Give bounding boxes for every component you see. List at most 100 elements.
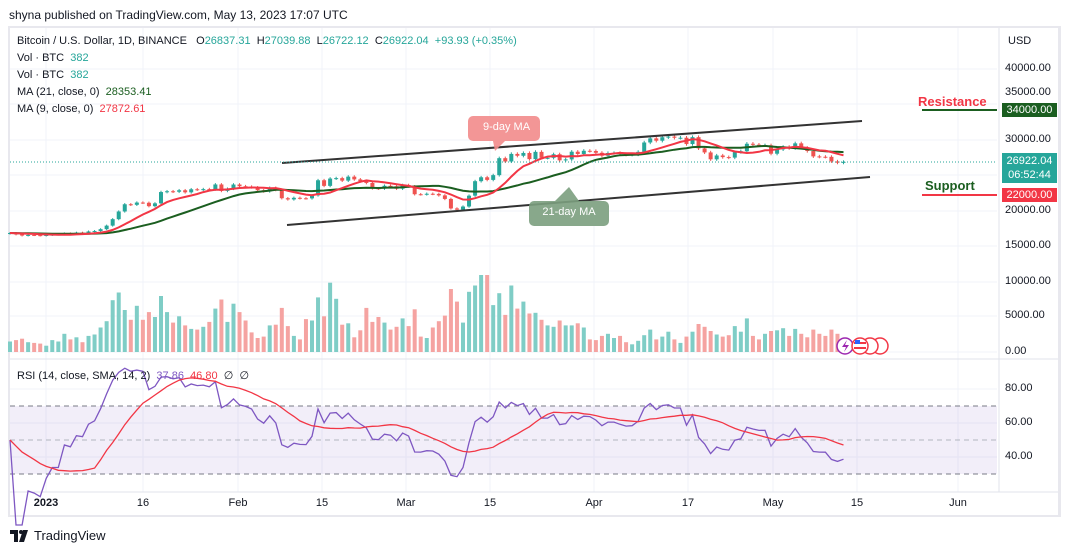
volume-bar [8,341,12,352]
candle [152,203,157,207]
candle [38,235,43,237]
candle [473,181,478,196]
volume-bar [720,336,725,352]
volume-bar [467,291,472,352]
candle [26,234,31,236]
volume-bar [545,325,550,352]
candle [714,155,719,160]
volume-legend-2[interactable]: Vol · BTC 382 [17,69,89,81]
rsi-legend[interactable]: RSI (14, close, SMA, 14, 2) 37.86 46.80 … [17,369,249,382]
volume-bar [243,320,248,352]
candle [183,190,188,193]
volume-bar [817,333,822,352]
volume-bar [231,303,236,352]
candle [334,178,339,180]
volume-bar [756,339,761,352]
candle [799,143,804,148]
candle [291,197,296,200]
ma9-callout-bubble [468,116,540,151]
candle [98,229,103,232]
volume-bar [811,329,816,352]
volume-bar [376,317,381,352]
candle [237,184,242,187]
candle [823,156,828,158]
candle [189,189,194,193]
volume-bar [503,314,508,352]
candle [841,161,846,163]
volume-bar [497,293,502,352]
high-value: 27039.88 [264,35,311,47]
volume-bar [823,335,828,352]
volume-bar [340,324,345,352]
ma21-label: MA (21, close, 0) [17,86,100,98]
volume-bar [213,308,218,352]
volume-bar [310,320,314,352]
volume-bar [509,285,514,352]
volume-bar [86,335,91,352]
volume-bar [237,312,242,352]
bar-countdown: 06:52:44 [1008,169,1051,181]
volume-bar [769,331,774,352]
rsi-extra-value: ∅ [239,370,250,382]
candle [436,193,441,196]
volume-bar [68,339,73,352]
volume-bar [563,325,568,352]
vol-value: 382 [70,69,89,81]
volume-bar [781,328,786,352]
support-label: Support [925,178,975,193]
rsi-extra-value: ∅ [223,370,234,382]
volume-bar [346,323,351,352]
candle [593,151,598,153]
time-tick: 15 [850,497,864,509]
tradingview-logo[interactable]: TradingView [10,528,106,543]
volume-bar [177,316,182,352]
volume-bar [92,334,97,352]
ma21-legend[interactable]: MA (21, close, 0) 28353.41 [17,86,152,98]
candle [454,208,459,210]
volume-bars [8,275,846,352]
volume-bar [189,328,194,352]
time-tick: Apr [585,497,603,509]
symbol-legend[interactable]: Bitcoin / U.S. Dollar, 1D, BINANCE O2683… [17,35,517,47]
candle [503,158,508,162]
candle [467,195,472,207]
time-tick: 15 [483,497,497,509]
candle [521,152,526,156]
candle [430,193,435,195]
candle [92,231,97,233]
candle [316,180,321,196]
volume-bar [406,326,411,352]
upper-channel-line [281,120,863,164]
candle [297,197,302,199]
vol-label: Vol · BTC [17,52,65,64]
candle [201,189,206,191]
candle [370,182,375,189]
time-tick: May [762,497,784,509]
candle [20,234,25,236]
volume-bar [44,345,49,352]
candle [412,186,417,195]
volume-bar [165,312,170,352]
candle [128,204,133,206]
time-tick: Jun [949,497,967,509]
volume-bar [690,331,695,352]
candle [116,211,121,220]
candle [479,177,484,182]
candle [702,148,707,153]
volume-bar [666,331,671,352]
symbol-title: Bitcoin / U.S. Dollar, 1D, BINANCE [17,35,187,47]
ma9-legend[interactable]: MA (9, close, 0) 27872.61 [17,103,145,115]
volume-bar [412,309,417,352]
candle [708,152,713,160]
chart-frame [8,26,1061,517]
volume-bar [672,339,677,352]
volume-bar [80,342,85,352]
volume-bar [726,335,731,352]
volume-bar [696,324,701,352]
price-tick: 0.00 [1005,345,1027,357]
candle [424,193,429,195]
candle [364,181,369,183]
candle [811,151,816,157]
volume-legend-1[interactable]: Vol · BTC 382 [17,52,89,64]
